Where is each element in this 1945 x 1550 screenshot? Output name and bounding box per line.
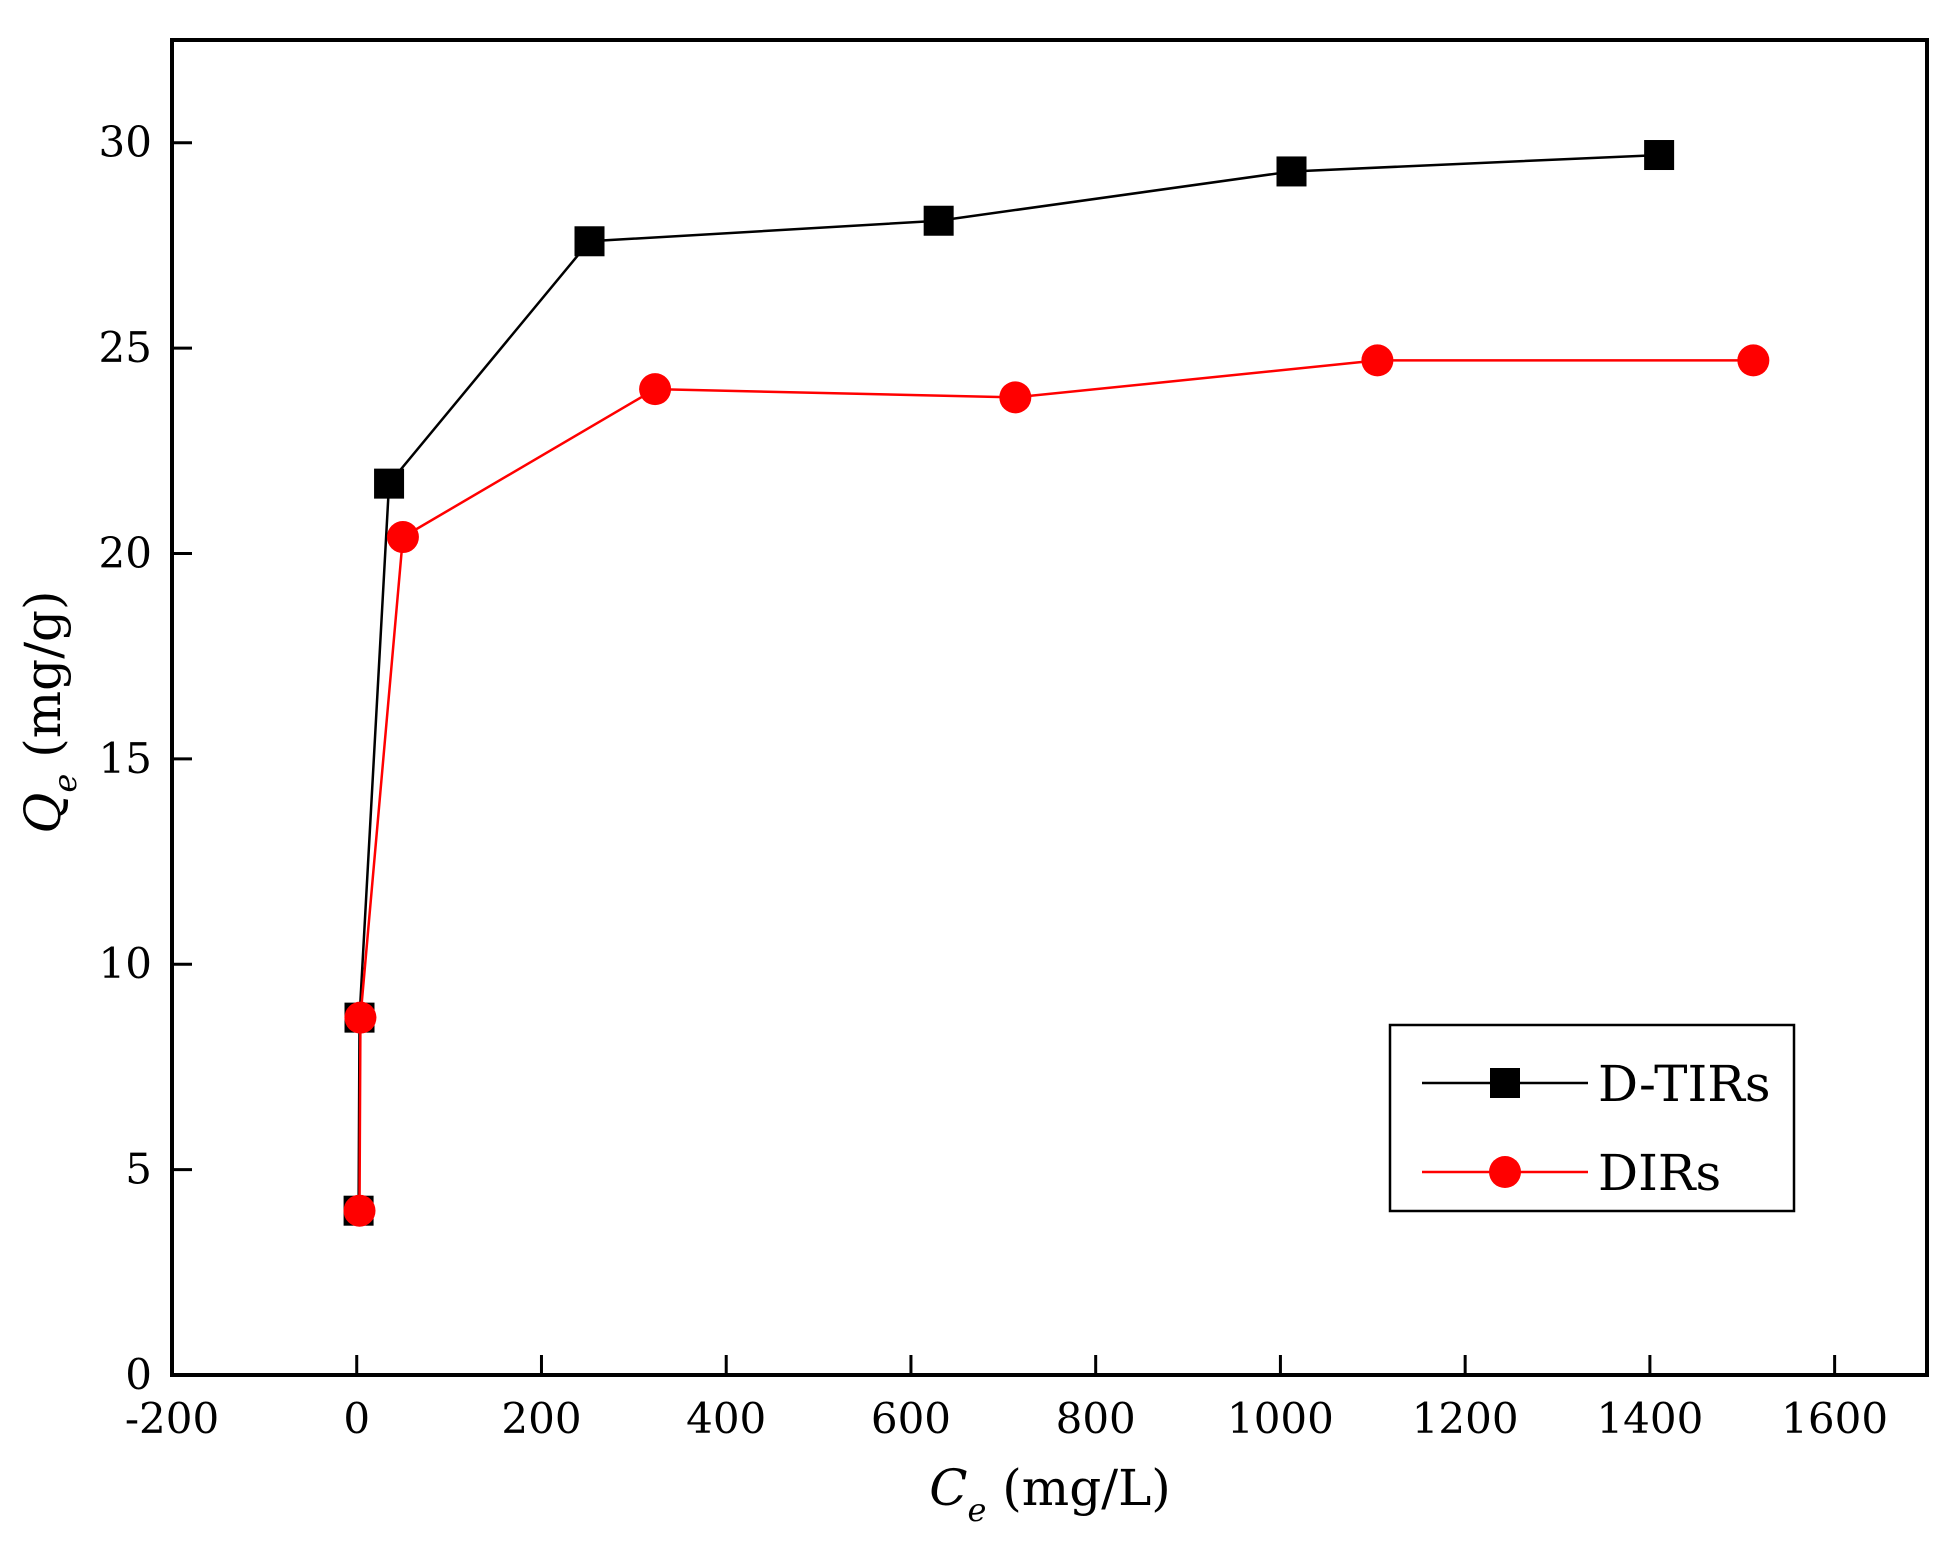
x-tick-label: 0 bbox=[343, 1394, 370, 1443]
x-axis-label: Ce (mg/L) bbox=[929, 1459, 1171, 1529]
series-dirs bbox=[343, 344, 1770, 1227]
data-point bbox=[1276, 156, 1307, 187]
data-point bbox=[1644, 140, 1675, 171]
y-tick-label: 5 bbox=[125, 1145, 152, 1194]
data-point bbox=[999, 381, 1032, 414]
data-point bbox=[343, 1194, 376, 1227]
data-point bbox=[374, 468, 405, 499]
x-tick-label: -200 bbox=[125, 1394, 219, 1443]
data-point bbox=[923, 205, 954, 236]
data-point bbox=[344, 1001, 377, 1034]
legend-label-dirs: DIRs bbox=[1598, 1144, 1721, 1202]
x-axis-ticks: -200 0 200 400 600 800 1000 1200 1400 1600 bbox=[125, 1355, 1888, 1443]
legend-label-d-tirs: D-TIRs bbox=[1598, 1055, 1771, 1113]
legend-marker-d-tirs bbox=[1490, 1068, 1520, 1098]
legend: D-TIRs DIRs bbox=[1388, 1023, 1796, 1213]
plot-frame bbox=[170, 38, 1929, 1377]
y-axis-label: Qe (mg/g) bbox=[14, 590, 84, 833]
data-point bbox=[574, 226, 605, 257]
y-tick-label: 20 bbox=[99, 528, 152, 577]
y-tick-label: 25 bbox=[99, 323, 152, 372]
x-tick-label: 1200 bbox=[1412, 1394, 1519, 1443]
data-point bbox=[1737, 344, 1770, 377]
y-tick-label: 15 bbox=[99, 734, 152, 783]
legend-box bbox=[1388, 1023, 1796, 1213]
legend-marker-dirs bbox=[1489, 1156, 1521, 1188]
x-tick-label: 1400 bbox=[1596, 1394, 1703, 1443]
data-point bbox=[1361, 344, 1394, 377]
y-tick-label: 30 bbox=[99, 118, 152, 167]
y-tick-label: 10 bbox=[99, 939, 152, 988]
data-point bbox=[639, 373, 672, 406]
x-tick-label: 1000 bbox=[1227, 1394, 1334, 1443]
y-axis-ticks: 0 5 10 15 20 25 30 bbox=[99, 118, 192, 1399]
x-tick-label: 400 bbox=[686, 1394, 766, 1443]
x-tick-label: 800 bbox=[1056, 1394, 1136, 1443]
y-tick-label: 0 bbox=[125, 1350, 152, 1399]
series-layer bbox=[343, 140, 1770, 1227]
data-point bbox=[386, 521, 419, 554]
x-tick-label: 1600 bbox=[1781, 1394, 1888, 1443]
x-tick-label: 600 bbox=[871, 1394, 951, 1443]
x-tick-label: 200 bbox=[501, 1394, 581, 1443]
